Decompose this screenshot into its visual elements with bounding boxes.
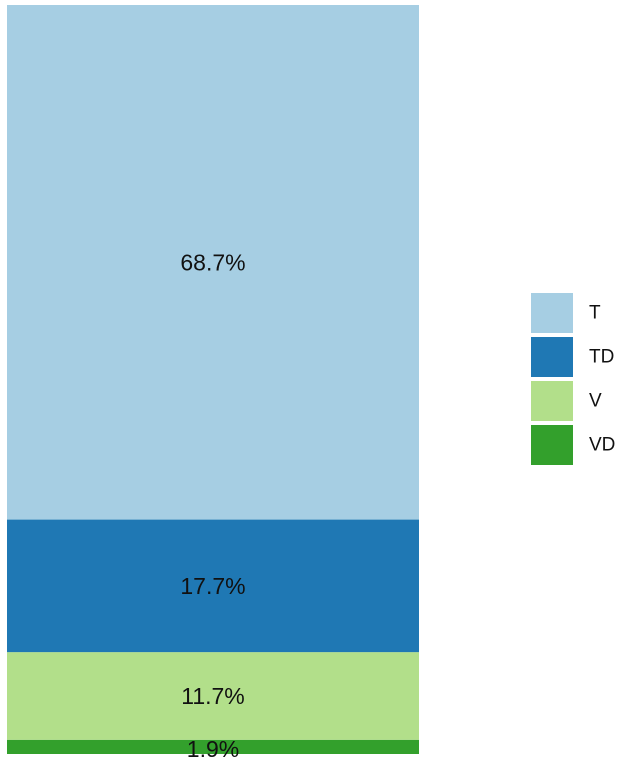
bar-segment-vd — [7, 739, 419, 754]
legend-swatch-t — [531, 293, 573, 333]
data-label-vd: 1.9% — [187, 736, 239, 762]
legend: T TD V VD — [531, 293, 615, 465]
segment-labels: 1.9% 11.7% 17.7% 68.7% — [180, 249, 245, 761]
legend-swatch-td — [531, 337, 573, 377]
data-label-td: 17.7% — [180, 573, 245, 599]
legend-label-td: TD — [589, 347, 614, 368]
data-label-v: 11.7% — [181, 683, 245, 709]
bar-segment-v — [7, 652, 419, 740]
legend-label-v: V — [589, 391, 602, 412]
legend-swatch-vd — [531, 425, 573, 465]
legend-label-t: T — [589, 303, 601, 324]
legend-swatch-v — [531, 381, 573, 421]
legend-label-vd: VD — [589, 435, 615, 456]
bar-segment-t — [7, 5, 419, 520]
data-label-t: 68.7% — [180, 249, 245, 275]
stacked-bar — [7, 5, 419, 754]
bar-segment-td — [7, 519, 419, 653]
